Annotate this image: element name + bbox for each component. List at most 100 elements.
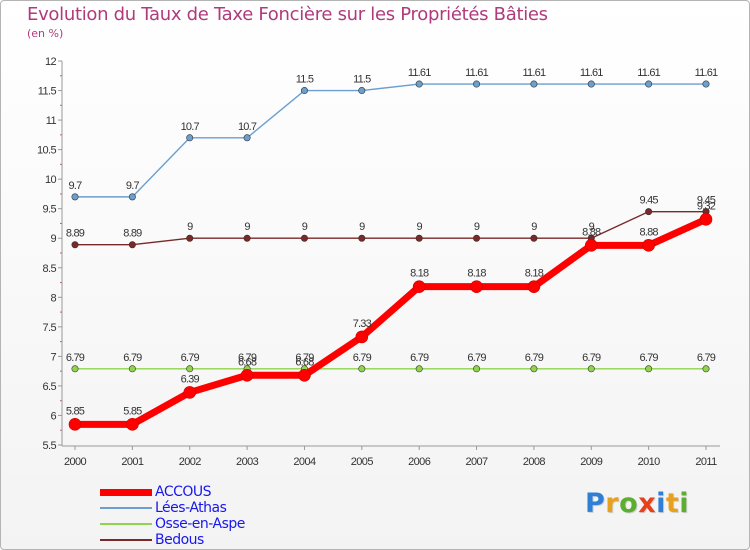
x-tick-label: 2010 xyxy=(638,456,661,468)
legend-swatch xyxy=(100,488,152,496)
legend-item: Lées-Athas xyxy=(100,500,245,516)
data-point-bedous xyxy=(300,234,308,242)
data-point-bedous xyxy=(358,234,366,242)
data-point-accous xyxy=(126,418,139,431)
data-point-l-es-athas xyxy=(186,134,194,142)
x-tick-label: 2007 xyxy=(466,456,489,468)
data-label-l-es-athas: 11.61 xyxy=(465,67,488,79)
proxiti-logo: Proxiti xyxy=(585,488,689,519)
x-tick-label: 2006 xyxy=(408,456,431,468)
data-point-accous xyxy=(68,418,82,431)
data-point-accous xyxy=(699,213,713,226)
data-point-l-es-athas xyxy=(358,87,366,95)
data-label-l-es-athas: 11.61 xyxy=(408,67,431,79)
y-tick-label: 11 xyxy=(46,115,57,127)
x-tick-label: 2000 xyxy=(64,456,87,468)
data-point-osse-en-aspe xyxy=(587,365,595,373)
data-label-accous: 8.18 xyxy=(467,268,486,280)
data-label-bedous: 9 xyxy=(244,221,250,233)
y-tick-label: 8.5 xyxy=(43,263,57,275)
legend-item: ACCOUS xyxy=(100,484,245,500)
data-label-l-es-athas: 11.5 xyxy=(353,74,371,86)
data-label-bedous: 9 xyxy=(474,221,480,233)
x-tick-label: 2011 xyxy=(695,456,717,468)
data-label-accous: 6.68 xyxy=(295,356,314,368)
data-point-bedous xyxy=(71,241,79,249)
legend-swatch xyxy=(100,523,152,525)
data-point-l-es-athas xyxy=(645,80,653,88)
chart-legend: ACCOUS Lées-Athas Osse-en-Aspe Bedous xyxy=(100,484,245,548)
legend-label: Lées-Athas xyxy=(155,500,227,516)
data-label-osse-en-aspe: 6.79 xyxy=(181,352,200,364)
data-label-osse-en-aspe: 6.79 xyxy=(410,352,429,364)
data-point-osse-en-aspe xyxy=(71,365,79,373)
y-tick-label: 9 xyxy=(50,233,56,245)
data-point-l-es-athas xyxy=(587,80,595,88)
data-point-l-es-athas xyxy=(128,193,136,201)
y-tick-label: 6 xyxy=(50,410,56,422)
data-label-l-es-athas: 9.7 xyxy=(69,180,83,192)
data-label-accous: 5.85 xyxy=(123,405,142,417)
y-tick-label: 10.5 xyxy=(37,145,56,157)
x-tick-label: 2005 xyxy=(351,456,374,468)
logo-letter: r xyxy=(605,488,620,519)
y-tick-label: 6.5 xyxy=(43,381,57,393)
data-label-osse-en-aspe: 6.79 xyxy=(525,352,544,364)
logo-letter: o xyxy=(619,488,639,519)
y-tick-label: 9.5 xyxy=(43,204,57,216)
x-tick-label: 2004 xyxy=(293,456,316,468)
data-point-osse-en-aspe xyxy=(128,365,136,373)
data-point-osse-en-aspe xyxy=(473,365,481,373)
legend-item: Bedous xyxy=(100,532,245,548)
data-label-accous: 8.18 xyxy=(525,268,544,280)
data-label-osse-en-aspe: 6.79 xyxy=(640,352,659,364)
data-label-bedous: 9 xyxy=(531,221,537,233)
data-point-accous xyxy=(240,368,254,382)
data-label-accous: 8.18 xyxy=(410,268,429,280)
data-label-accous: 9.32 xyxy=(697,200,716,212)
legend-label: ACCOUS xyxy=(155,484,212,500)
data-point-accous xyxy=(355,330,369,344)
data-point-bedous xyxy=(530,234,538,242)
data-point-l-es-athas xyxy=(702,80,710,88)
data-point-bedous xyxy=(473,234,481,242)
y-tick-label: 12 xyxy=(45,56,57,68)
data-point-accous xyxy=(584,239,598,252)
y-tick-label: 8 xyxy=(50,292,56,304)
x-tick-label: 2009 xyxy=(580,456,603,468)
logo-letter: P xyxy=(585,488,606,519)
x-tick-label: 2001 xyxy=(121,456,144,468)
data-label-osse-en-aspe: 6.79 xyxy=(582,352,601,364)
data-label-accous: 8.88 xyxy=(582,226,601,238)
x-tick-label: 2003 xyxy=(236,456,259,468)
y-tick-label: 7.5 xyxy=(43,322,57,334)
data-label-bedous: 8.89 xyxy=(123,228,142,240)
series-line-bedous xyxy=(75,210,706,246)
data-label-osse-en-aspe: 6.79 xyxy=(295,352,314,364)
data-point-l-es-athas xyxy=(473,80,481,88)
x-tick-label: 2002 xyxy=(179,456,202,468)
data-point-l-es-athas xyxy=(415,80,423,88)
legend-swatch xyxy=(100,539,152,541)
series-line-accous xyxy=(75,216,708,428)
data-label-osse-en-aspe: 6.79 xyxy=(238,352,257,364)
data-label-l-es-athas: 11.61 xyxy=(580,67,603,79)
data-point-l-es-athas xyxy=(243,134,251,142)
y-tick-label: 10 xyxy=(45,174,57,186)
data-point-accous xyxy=(298,368,311,382)
data-point-osse-en-aspe xyxy=(358,365,366,373)
data-point-accous xyxy=(412,280,426,293)
legend-swatch xyxy=(100,507,152,509)
data-label-osse-en-aspe: 6.79 xyxy=(697,352,716,364)
x-tick-label: 2008 xyxy=(523,456,546,468)
data-label-osse-en-aspe: 6.79 xyxy=(66,352,85,364)
data-label-l-es-athas: 11.61 xyxy=(637,67,660,79)
data-label-accous: 8.88 xyxy=(640,226,659,238)
data-point-accous xyxy=(527,280,541,293)
data-point-bedous xyxy=(645,208,653,216)
data-label-osse-en-aspe: 6.79 xyxy=(467,352,486,364)
data-label-bedous: 9.45 xyxy=(640,195,659,207)
data-label-accous: 6.39 xyxy=(181,373,200,385)
